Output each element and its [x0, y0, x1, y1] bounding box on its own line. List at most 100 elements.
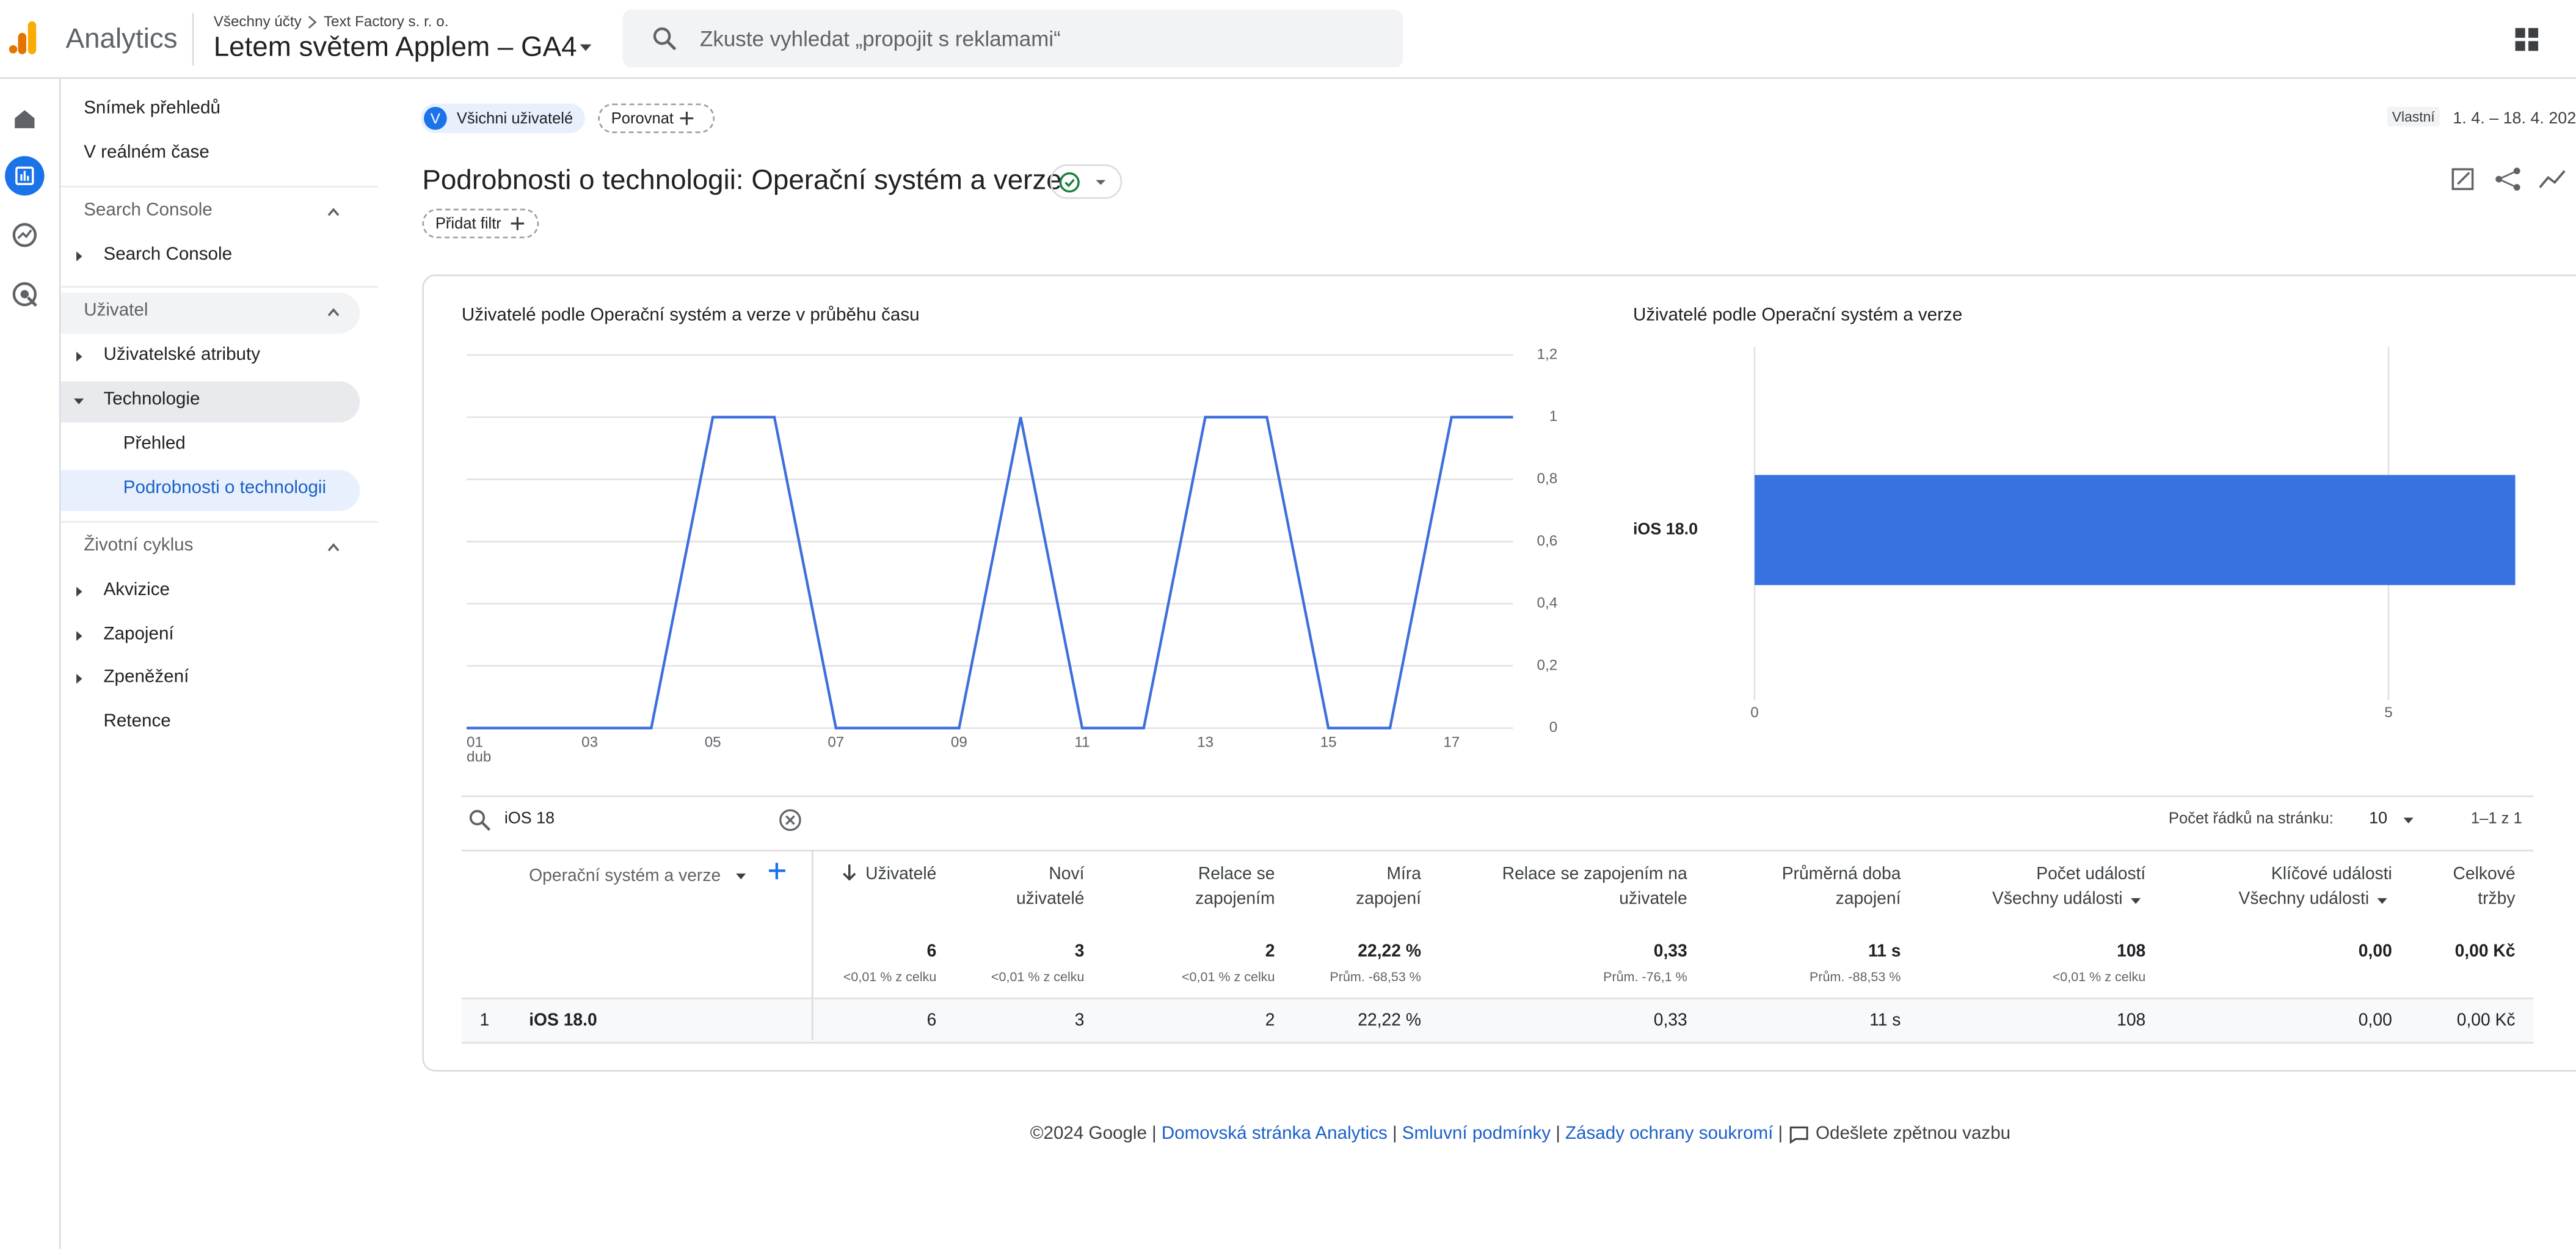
- segment-chip[interactable]: [420, 103, 585, 133]
- x-tick-label: 07: [828, 734, 844, 750]
- title-status[interactable]: [1049, 164, 1122, 199]
- brand: Analytics: [65, 23, 178, 54]
- column-header[interactable]: Celkové tržby: [2453, 864, 2516, 909]
- x-tick-label: 05: [705, 734, 721, 750]
- rows-per-page[interactable]: 10: [2369, 810, 2388, 828]
- property-dropdown[interactable]: [578, 43, 593, 53]
- add-dimension[interactable]: [765, 858, 789, 885]
- rail-icons: [5, 110, 45, 307]
- column-header[interactable]: Průměrná doba zapojení: [1781, 864, 1901, 909]
- nav-item[interactable]: Retence: [103, 711, 171, 732]
- nav-item[interactable]: Uživatelské atributy: [103, 345, 261, 365]
- add-filter-plus: [511, 217, 525, 230]
- explore-icon[interactable]: [12, 223, 37, 247]
- table-divider: [461, 795, 2534, 797]
- total-note: <0,01 % z celku: [1181, 970, 1275, 985]
- nav-item[interactable]: Zapojení: [103, 624, 174, 645]
- table-search-icon: [469, 810, 491, 832]
- column-header[interactable]: Relace se zapojením: [1195, 864, 1275, 909]
- compare-label: Porovnat: [611, 110, 674, 128]
- add-filter-chip[interactable]: [422, 208, 539, 239]
- x-tick-label: 09: [951, 734, 967, 750]
- column-filter[interactable]: Všechny události: [2238, 889, 2370, 909]
- nav-item[interactable]: V reálném čase: [84, 143, 209, 163]
- collapse-chevron[interactable]: [327, 305, 340, 319]
- nav-item[interactable]: Přehled: [123, 434, 186, 454]
- nav-item[interactable]: Zpeněžení: [103, 667, 189, 687]
- breadcrumb-org[interactable]: Text Factory s. r. o.: [323, 13, 449, 30]
- date-range[interactable]: 1. 4. – 18. 4. 2024: [2453, 110, 2576, 128]
- page-actions[interactable]: [2448, 164, 2571, 194]
- feedback[interactable]: Odešlete zpětnou vazbu: [1815, 1124, 2011, 1144]
- sort-arrow[interactable]: [841, 863, 857, 882]
- row-cell: 6: [926, 1011, 937, 1031]
- nav-divider: [60, 286, 378, 288]
- search-placeholder: Zkuste vyhledat „propojit s reklamami“: [699, 26, 1061, 51]
- date-preset[interactable]: Vlastní: [2387, 106, 2440, 127]
- separator: |: [1778, 1124, 1783, 1144]
- x-sublabel: dub: [467, 749, 491, 766]
- expand-arrow[interactable]: [72, 395, 86, 408]
- row-band: [461, 997, 2534, 1044]
- advertising-icon[interactable]: [12, 282, 37, 307]
- rows-per-page-dropdown[interactable]: [2402, 814, 2415, 827]
- row-cell: 22,22 %: [1358, 1011, 1421, 1031]
- x-tick-label: 01: [467, 734, 483, 750]
- nav-section-title[interactable]: Uživatel: [84, 301, 148, 321]
- column-header[interactable]: Klíčové události: [2271, 864, 2392, 885]
- compare-chip[interactable]: [598, 103, 715, 133]
- expand-arrow[interactable]: [72, 585, 86, 599]
- header-top-border: [461, 849, 2534, 852]
- segment-initial: V: [424, 106, 447, 130]
- table-search-input[interactable]: iOS 18: [504, 810, 555, 828]
- footer-link[interactable]: Zásady ochrany soukromí: [1565, 1124, 1774, 1144]
- expand-arrow[interactable]: [72, 629, 86, 643]
- add-filter-label: Přidat filtr: [435, 215, 501, 233]
- total-value: 0,00 Kč: [2454, 941, 2516, 962]
- nav-highlight: [60, 381, 360, 423]
- column-filter-dropdown[interactable]: [2376, 894, 2389, 907]
- apps-icon[interactable]: [2515, 27, 2539, 51]
- feedback-icon: [1790, 1126, 1809, 1144]
- x-tick-label: 5: [2384, 704, 2392, 721]
- nav-item[interactable]: Akvizice: [103, 580, 170, 600]
- column-header[interactable]: Míra zapojení: [1356, 864, 1421, 909]
- expand-arrow[interactable]: [72, 672, 86, 685]
- column-filter-dropdown[interactable]: [2129, 894, 2142, 907]
- dimension-dropdown[interactable]: [734, 869, 748, 883]
- nav-item[interactable]: Technologie: [103, 389, 200, 409]
- collapse-chevron[interactable]: [327, 541, 340, 554]
- expand-arrow[interactable]: [72, 350, 86, 364]
- home-icon[interactable]: [15, 110, 35, 128]
- row-cell: 0,00: [2358, 1011, 2392, 1031]
- x-tick-label: 17: [1443, 734, 1460, 750]
- column-header[interactable]: Relace se zapojením na uživatele: [1502, 864, 1687, 909]
- column-header[interactable]: Počet událostí: [2036, 864, 2146, 885]
- footer: ©2024 Google | Domovská stránka Analytic…: [1030, 1124, 2010, 1144]
- property-name[interactable]: Letem světem Applem – GA4: [213, 31, 577, 63]
- collapse-chevron[interactable]: [327, 205, 340, 219]
- row-dimension[interactable]: iOS 18.0: [529, 1011, 597, 1031]
- breadcrumb-account[interactable]: Všechny účty: [213, 13, 302, 30]
- x-tick-label: 03: [581, 734, 598, 750]
- x-tick-label: 11: [1074, 734, 1090, 750]
- nav-item[interactable]: Snímek přehledů: [84, 98, 220, 119]
- expand-arrow[interactable]: [72, 250, 86, 263]
- row-cell: 2: [1265, 1011, 1275, 1031]
- nav-section-title[interactable]: Search Console: [84, 200, 213, 221]
- column-filter[interactable]: Všechny události: [1992, 889, 2123, 909]
- search-box[interactable]: [622, 10, 1403, 68]
- dimension-header[interactable]: Operační systém a verze: [529, 866, 721, 886]
- nav-item[interactable]: Search Console: [103, 244, 233, 265]
- total-value: 22,22 %: [1358, 941, 1421, 962]
- nav-item[interactable]: Podrobnosti o technologii: [123, 478, 327, 499]
- column-header[interactable]: Noví uživatelé: [1016, 864, 1085, 909]
- clear-search[interactable]: [779, 809, 802, 832]
- total-value: 11 s: [1868, 941, 1901, 962]
- column-header[interactable]: Uživatelé: [865, 864, 937, 885]
- row-cell: 11 s: [1869, 1011, 1901, 1031]
- footer-link[interactable]: Domovská stránka Analytics: [1161, 1124, 1388, 1144]
- y-tick-label: 0,6: [1537, 533, 1558, 549]
- footer-link[interactable]: Smluvní podmínky: [1402, 1124, 1551, 1144]
- nav-section-title[interactable]: Životní cyklus: [84, 535, 194, 556]
